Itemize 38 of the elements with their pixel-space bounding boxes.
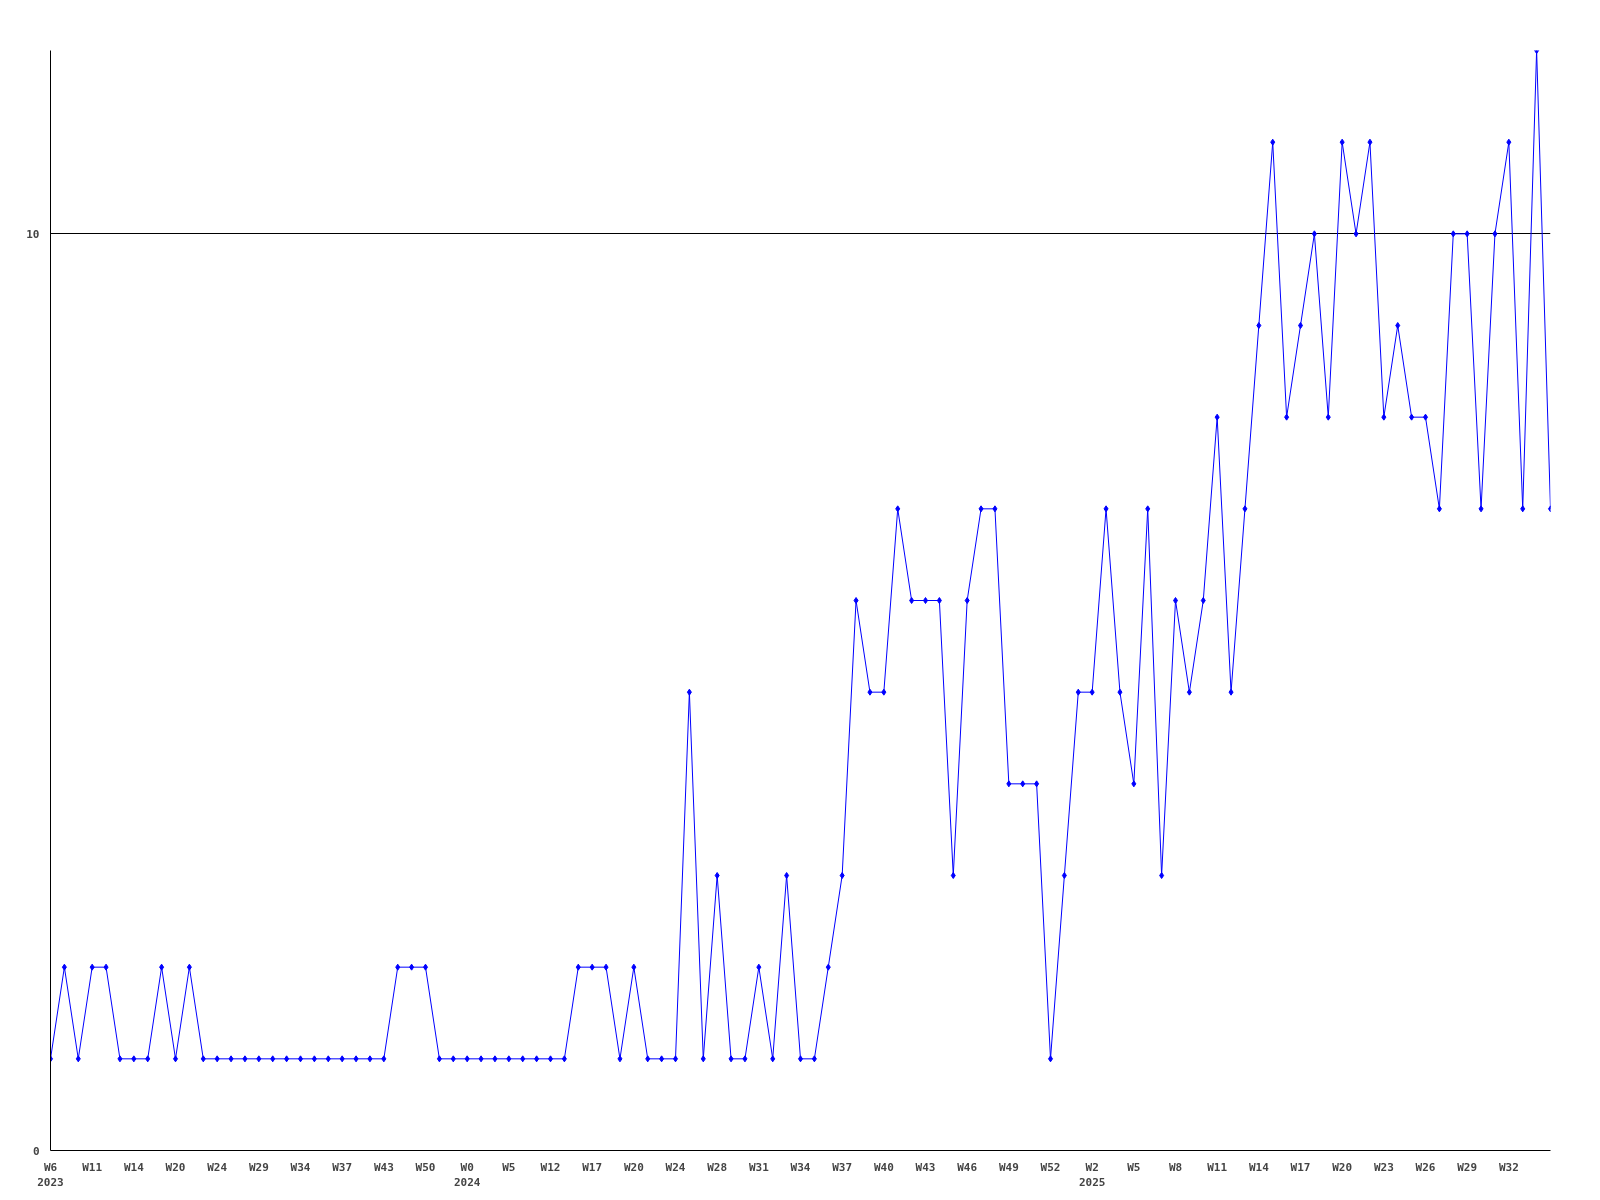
x-tick-label: W34	[790, 1160, 811, 1174]
x-tick-label: W14	[123, 1160, 145, 1174]
x-tick-label: W20	[1332, 1160, 1353, 1174]
x-tick-label: W29	[1457, 1160, 1478, 1174]
x-tick-label: W12	[540, 1160, 561, 1174]
x-tick-label: W17	[1290, 1160, 1311, 1174]
x-tick-label: W32	[1498, 1160, 1519, 1174]
x-tick-label: W8	[1168, 1160, 1183, 1174]
x-tick-label: W24	[207, 1160, 228, 1174]
x-tick-label: W26	[1415, 1160, 1436, 1174]
x-tick-label: W5	[1127, 1160, 1141, 1174]
x-tick-label: W14	[1248, 1160, 1270, 1174]
x-tick-label: W20	[165, 1160, 186, 1174]
x-tick-label: W49	[998, 1160, 1019, 1174]
x-tick-label: W46	[957, 1160, 978, 1174]
x-tick-label: W0 2024	[453, 1160, 481, 1190]
x-tick-label: W34	[290, 1160, 311, 1174]
x-tick-label: W5	[502, 1160, 516, 1174]
x-tick-label: W24	[665, 1160, 686, 1174]
x-tick-label: W28	[707, 1160, 728, 1174]
x-tick-label: W11	[82, 1160, 103, 1174]
x-tick-label: W11	[1207, 1160, 1228, 1174]
x-tick-label: W17	[582, 1160, 603, 1174]
x-tick-label: W29	[248, 1160, 269, 1174]
x-tick-label: W23	[1373, 1160, 1394, 1174]
x-tick-label: W2 2025	[1078, 1160, 1106, 1190]
x-tick-label: W6 2023	[37, 1160, 64, 1190]
y-tick-label: 10	[26, 227, 40, 241]
x-tick-label: W52	[1040, 1160, 1061, 1174]
x-tick-label: W37	[332, 1160, 353, 1174]
x-tick-label: W31	[748, 1160, 770, 1174]
x-tick-label: W37	[832, 1160, 853, 1174]
x-tick-label: W43	[915, 1160, 936, 1174]
x-tick-label: W43	[373, 1160, 394, 1174]
x-tick-label: W50	[415, 1160, 436, 1174]
x-tick-label: W40	[873, 1160, 894, 1174]
y-tick-label: 0	[32, 1144, 40, 1158]
x-tick-label: W20	[623, 1160, 644, 1174]
